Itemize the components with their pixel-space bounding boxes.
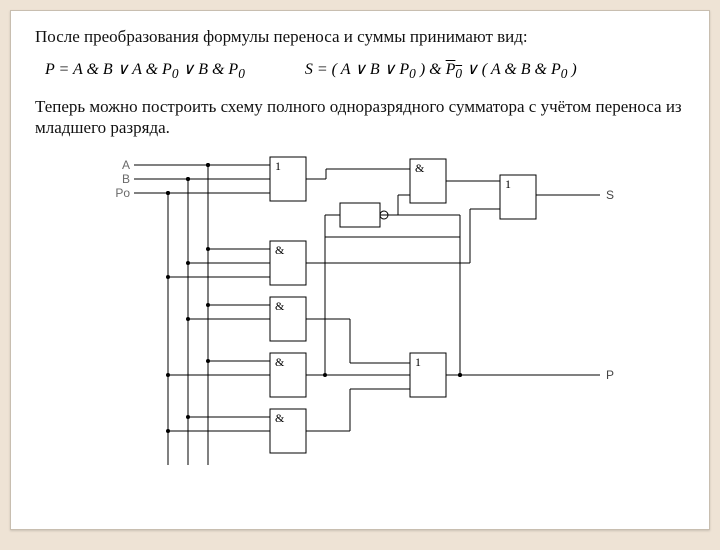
formula-sub: 0 xyxy=(409,66,416,81)
formula-text: P = A & B ∨ A & P xyxy=(45,61,172,78)
svg-text:&: & xyxy=(275,355,285,369)
formula-sub: 0 xyxy=(238,66,245,81)
svg-text:B: B xyxy=(122,172,130,186)
formula-row: P = A & B ∨ A & P0 ∨ B & P0 S = ( A ∨ B … xyxy=(45,59,675,82)
formula-text: ) & xyxy=(416,61,446,78)
svg-text:A: A xyxy=(122,158,130,172)
svg-text:&: & xyxy=(275,243,285,257)
formula-text: ) xyxy=(567,61,576,78)
svg-text:1: 1 xyxy=(275,159,281,173)
svg-text:&: & xyxy=(275,299,285,313)
formula-text: ∨ B & P xyxy=(179,61,239,78)
formula-p: P = A & B ∨ A & P0 ∨ B & P0 xyxy=(45,59,245,82)
formula-s: S = ( A ∨ B ∨ P0 ) & P0 ∨ ( A & B & P0 ) xyxy=(305,59,577,82)
diagram: 1 & & & & & 1 1 ABPo P S xyxy=(35,145,685,475)
slide: После преобразования формулы переноса и … xyxy=(10,10,710,530)
formula-text: S = ( A ∨ B ∨ P xyxy=(305,61,409,78)
formula-text: ∨ ( A & B & P xyxy=(462,61,561,78)
formula-sub: 0 xyxy=(172,66,179,81)
svg-text:&: & xyxy=(275,411,285,425)
formula-overline: P0 xyxy=(446,61,462,78)
body-text: Теперь можно построить схему полного одн… xyxy=(35,96,685,139)
svg-text:Po: Po xyxy=(115,186,130,200)
formula-text: P xyxy=(446,61,456,78)
svg-text:&: & xyxy=(415,161,425,175)
logic-schematic: 1 & & & & & 1 1 ABPo P S xyxy=(100,145,620,475)
svg-text:1: 1 xyxy=(505,177,511,191)
svg-text:1: 1 xyxy=(415,355,421,369)
svg-text:S: S xyxy=(606,188,614,202)
heading: После преобразования формулы переноса и … xyxy=(35,27,685,47)
svg-text:P: P xyxy=(606,368,614,382)
